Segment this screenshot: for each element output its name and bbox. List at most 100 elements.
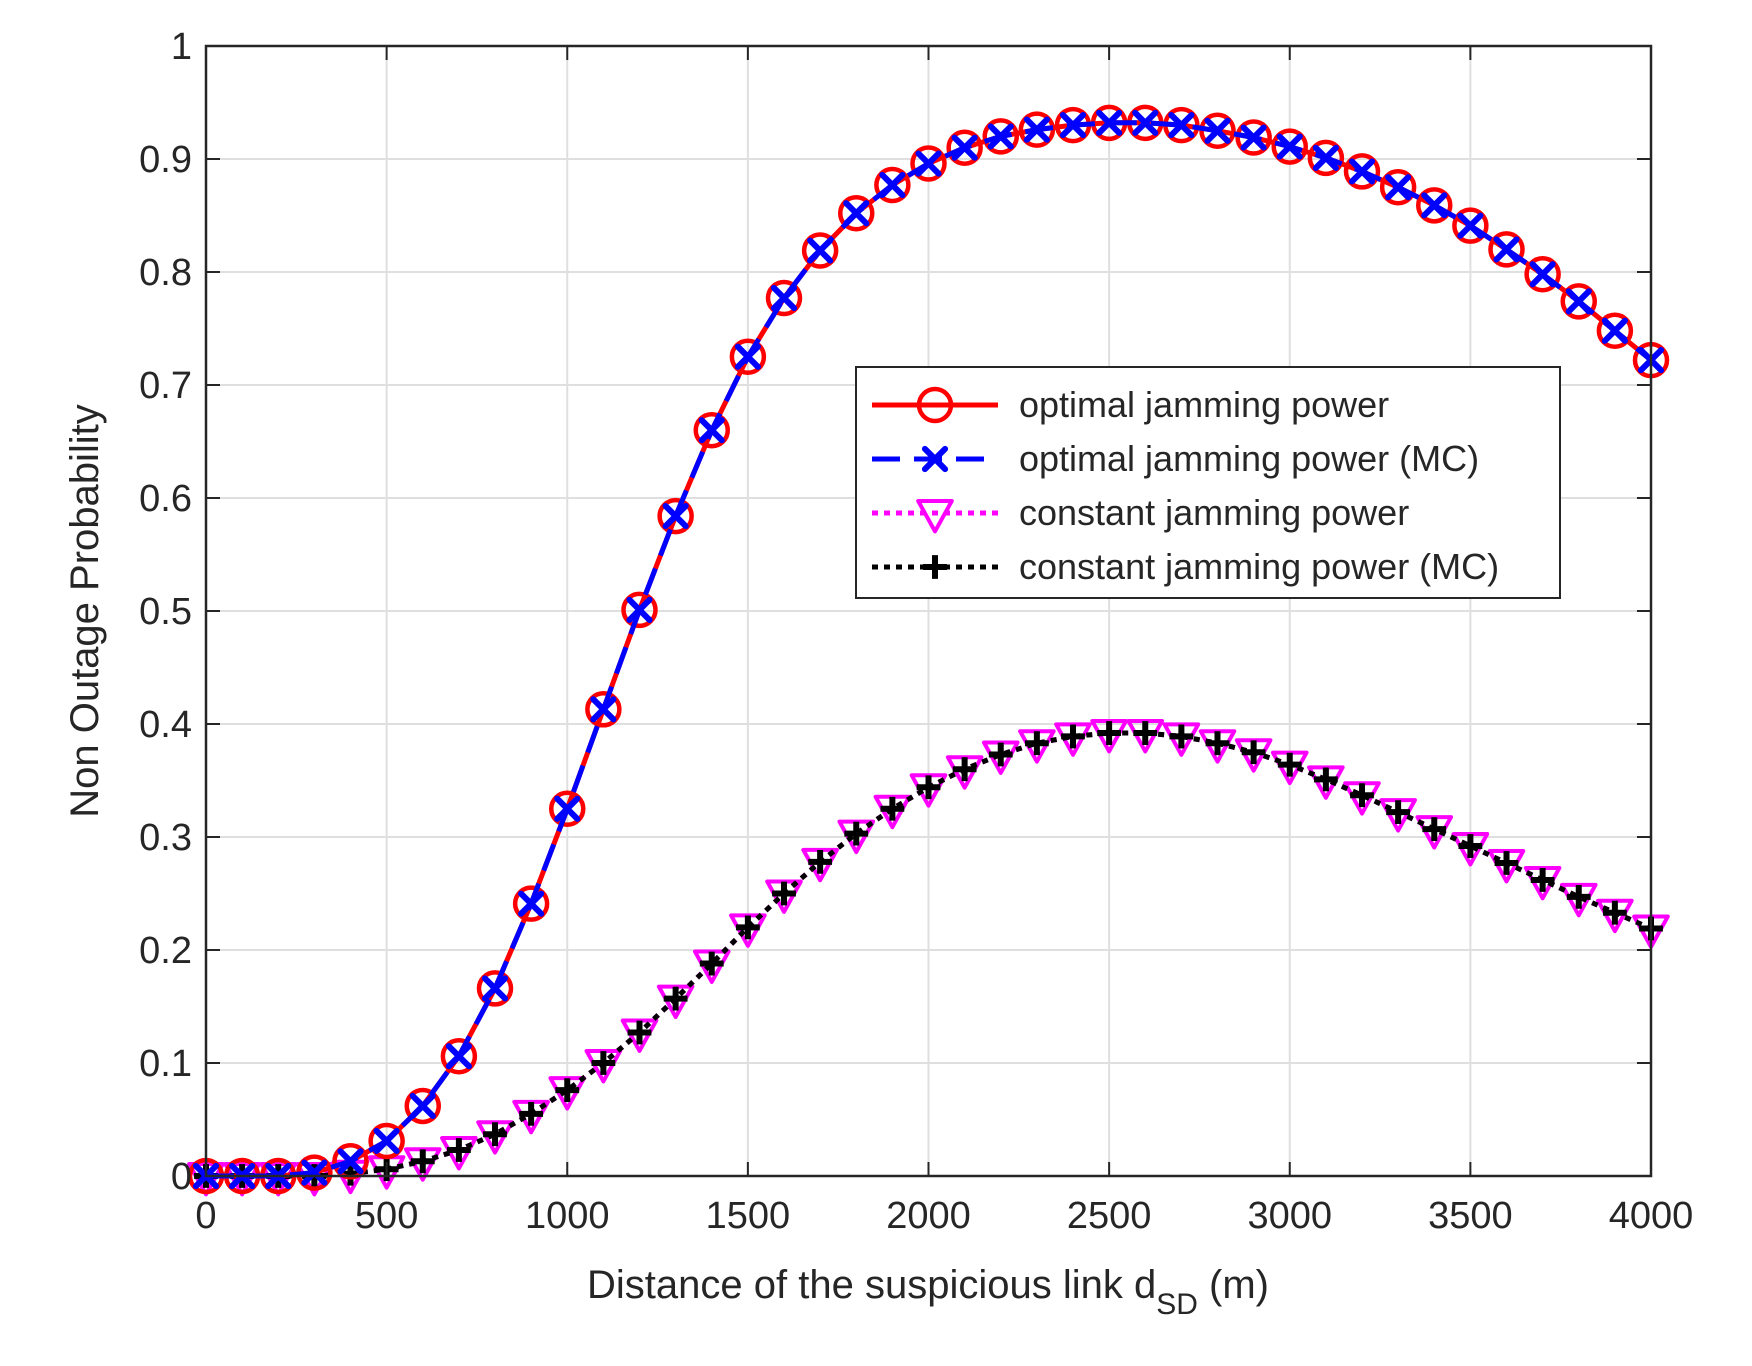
legend: optimal jamming power optimal jamming pow… [855, 366, 1561, 599]
data-point [916, 775, 941, 800]
data-point [772, 881, 796, 906]
data-point [1452, 207, 1489, 244]
x-tick-label: 2000 [886, 1195, 971, 1237]
data-point [657, 497, 694, 535]
data-point [910, 145, 947, 182]
data-point [693, 411, 730, 449]
data-point [656, 984, 695, 1019]
data-point [873, 794, 912, 830]
data-point [1343, 153, 1381, 190]
data-point [1416, 187, 1453, 224]
data-point [734, 343, 761, 370]
data-point [880, 796, 905, 821]
legend-marker [923, 555, 947, 579]
data-point [1234, 738, 1273, 773]
data-point [1240, 124, 1267, 151]
data-point [301, 1159, 328, 1186]
data-point [874, 166, 911, 204]
data-point [808, 849, 833, 874]
data-point [1169, 724, 1194, 749]
data-point [837, 819, 876, 855]
x-axis-label-main: Distance of the suspicious link d [587, 1263, 1156, 1307]
data-point [1241, 740, 1266, 765]
data-point [1271, 128, 1308, 165]
y-tick-label: 0.5 [139, 591, 192, 633]
y-tick-label: 0.9 [139, 139, 192, 181]
legend-label: optimal jamming power (MC) [1019, 438, 1479, 479]
data-point [801, 232, 839, 269]
y-tick-label: 0.4 [139, 704, 192, 746]
data-point [555, 1078, 580, 1103]
x-tick-label: 4000 [1609, 1195, 1694, 1237]
data-point [440, 1037, 478, 1075]
data-point [1602, 900, 1627, 925]
data-point [368, 1122, 405, 1160]
legend-entry: constant jamming power (MC) [872, 546, 1499, 587]
data-point [1386, 800, 1411, 825]
data-point [844, 821, 869, 846]
x-tick-label: 1500 [706, 1195, 791, 1237]
legend-marker [916, 386, 954, 424]
data-point [332, 1143, 369, 1180]
data-point [1596, 312, 1634, 350]
data-point [692, 949, 731, 984]
data-point [1126, 719, 1165, 754]
data-point [662, 503, 689, 530]
data-point [1059, 112, 1087, 139]
x-axis-label-suffix: (m) [1198, 1263, 1269, 1307]
data-point [801, 847, 839, 883]
data-point [699, 951, 724, 976]
y-tick-label: 0.7 [139, 365, 192, 407]
data-point [519, 1101, 544, 1126]
legend-marker [921, 445, 949, 473]
data-point [404, 1087, 441, 1125]
series-layer [187, 104, 1670, 1197]
data-point [1565, 288, 1592, 315]
data-point [512, 885, 550, 922]
data-point [1560, 283, 1597, 320]
x-axis-label-subscript: SD [1156, 1288, 1198, 1321]
data-point [663, 986, 688, 1011]
data-point [1343, 781, 1381, 816]
data-point [1379, 798, 1417, 833]
data-point [1235, 119, 1272, 156]
data-point [945, 755, 984, 790]
data-point [698, 417, 725, 444]
data-point [554, 795, 581, 822]
data-point [1204, 117, 1231, 144]
data-point [729, 913, 767, 948]
data-point [952, 757, 977, 782]
x-tick-label: 1000 [525, 1195, 610, 1237]
data-point [1097, 721, 1122, 745]
legend-entry: constant jamming power [872, 492, 1409, 534]
data-point [1596, 898, 1634, 934]
data-point [621, 591, 658, 629]
y-tick-label: 1 [171, 26, 192, 68]
data-point [1162, 722, 1201, 757]
data-point [765, 279, 803, 317]
x-tick-label: 2500 [1067, 1195, 1152, 1237]
data-point [1061, 724, 1085, 749]
data-point [584, 1049, 623, 1084]
data-point [481, 975, 509, 1002]
data-point [1205, 731, 1230, 756]
x-tick-label: 3500 [1428, 1195, 1513, 1237]
data-point [590, 696, 617, 723]
data-point [946, 129, 983, 166]
data-point [915, 150, 942, 177]
data-point [951, 134, 978, 161]
data-point [1487, 848, 1526, 884]
data-point [1457, 212, 1484, 239]
data-point [259, 1162, 298, 1197]
data-point [620, 1018, 659, 1053]
data-point [807, 237, 834, 264]
data-point [1559, 882, 1598, 918]
data-point [1566, 884, 1591, 909]
data-point [1132, 109, 1159, 136]
data-point [1168, 112, 1195, 139]
data-point [1451, 832, 1490, 867]
data-point [1488, 231, 1525, 268]
data-point [982, 118, 1019, 155]
data-point [838, 194, 875, 232]
data-point [1385, 174, 1412, 201]
